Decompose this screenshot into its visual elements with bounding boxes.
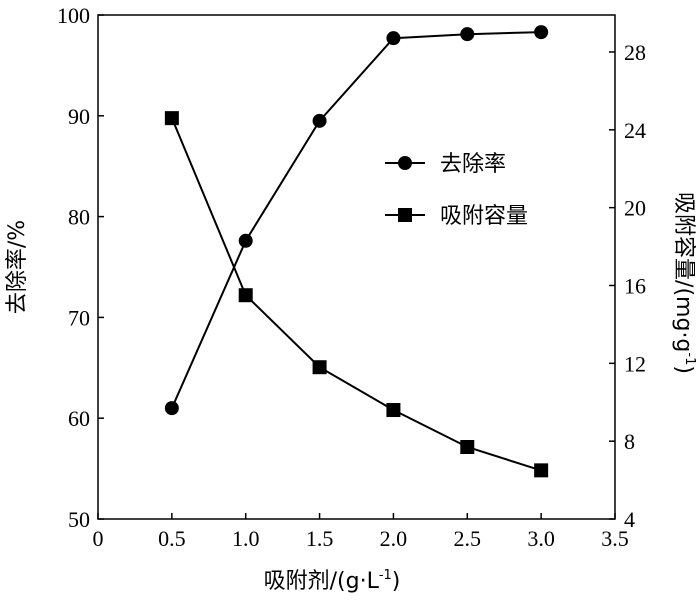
legend-marker-square [398,208,412,222]
legend: 去除率 吸附容量 [385,152,528,229]
x-tick-label: 3.0 [527,526,555,551]
left-y-tick-label: 90 [68,104,90,129]
right-y-tick-label: 20 [624,196,646,221]
left-y-tick-label: 100 [57,3,90,28]
x-axis-ticks: 0 0.5 1.0 1.5 2.0 2.5 3.0 3.5 [93,513,629,551]
left-y-axis-title: 去除率/% [5,220,30,314]
left-y-tick-label: 60 [68,406,90,431]
data-point-square [312,360,327,375]
series-line-removal-rate [170,31,542,409]
plot-frame [97,14,616,520]
legend-label-adsorption-capacity: 吸附容量 [440,204,528,229]
data-point-square [460,440,475,454]
right-y-tick-label: 24 [624,118,646,143]
left-y-tick-label: 70 [68,305,90,330]
right-y-tick-label: 28 [624,40,646,65]
left-y-tick-label: 50 [68,507,90,532]
right-y-tick-label: 16 [624,273,646,298]
data-point-square [238,288,253,303]
data-point-circle [460,27,475,42]
series-group [164,25,549,478]
data-point-circle [534,25,549,40]
data-point-square [534,463,549,478]
left-y-tick-label: 80 [68,205,90,230]
right-y-axis-ticks: 4 8 12 16 20 24 28 [609,40,646,532]
legend-label-removal-rate: 去除率 [440,152,506,177]
series-line-adsorption-capacity [170,117,542,472]
data-point-circle [238,233,253,248]
axes [97,14,616,520]
x-tick-label: 3.5 [601,526,629,551]
right-y-tick-label: 8 [624,429,635,454]
data-point-square [164,111,179,126]
x-tick-label: 0 [93,526,104,551]
x-tick-label: 2.5 [454,526,482,551]
x-axis-title: 吸附剂/(g·L-1) [264,568,401,594]
right-y-axis-title: 吸附容量/(mg·g-1) [671,192,697,374]
data-point-square [386,403,401,418]
right-y-tick-label: 12 [624,351,646,376]
data-point-circle [164,401,179,416]
data-point-circle [386,31,401,46]
legend-marker-circle [398,156,412,170]
right-y-tick-label: 4 [624,507,635,532]
x-tick-label: 2.0 [380,526,408,551]
x-tick-label: 1.5 [306,526,334,551]
x-tick-label: 0.5 [158,526,186,551]
left-y-axis-ticks: 50 60 70 80 90 100 [57,3,104,532]
data-point-circle [312,113,327,128]
x-tick-label: 1.0 [232,526,260,551]
